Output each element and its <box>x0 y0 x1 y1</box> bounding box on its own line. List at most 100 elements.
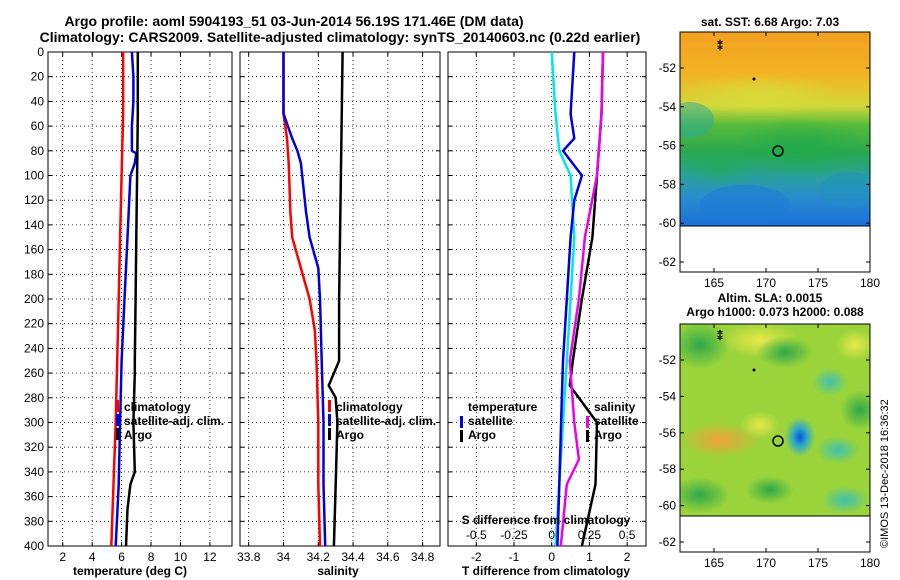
legend-label-temp-satellite: satellite <box>468 414 513 428</box>
x-tick-label: 10 <box>174 550 188 564</box>
map-y-tick-label: -54 <box>659 100 677 114</box>
map-x-tick-label: 180 <box>860 556 880 570</box>
legend-label-sal-satellite: satellite <box>594 414 639 428</box>
map-x-tick-label: 165 <box>704 556 724 570</box>
secondary-x-tick-label: 0.25 <box>578 528 602 542</box>
legend-swatch-argo <box>328 428 331 440</box>
y-tick-label: 360 <box>24 490 44 504</box>
y-tick-label: 80 <box>31 144 45 158</box>
secondary-x-tick-label: -0.5 <box>466 528 487 542</box>
y-tick-label: 20 <box>31 70 45 84</box>
legend-swatch-climatology <box>116 400 119 412</box>
x-tick-label: 0 <box>548 550 555 564</box>
y-tick-label: 400 <box>24 539 44 553</box>
difference-panel: -2 -1 0 1 2 -0.5 -0.25 0 0.25 0.5 <box>447 51 647 564</box>
x-tick-label: 8 <box>148 550 155 564</box>
y-tick-label: 340 <box>24 465 44 479</box>
x-tick-label: 6 <box>118 550 125 564</box>
x-tick-label: -2 <box>471 550 482 564</box>
difference-legend: temperature satellite Argo salinity sate… <box>460 400 639 442</box>
x-tick-label: 33.8 <box>237 550 261 564</box>
difference-x-label: T difference from climatology <box>462 564 630 578</box>
series-line-satellite-adj-clim- <box>114 51 138 547</box>
x-tick-label: 4 <box>89 550 96 564</box>
legend-label-satellite: satellite-adj. clim. <box>124 414 224 428</box>
map-y-tick-label: -56 <box>659 139 677 153</box>
temperature-panel: 0 20 40 60 80 100 120 140 160 180 200 220 240 260 280 3… <box>24 45 233 564</box>
map-y-tick-label: -52 <box>659 353 677 367</box>
sla-map-title-line-2: Argo h1000: 0.073 h2000: 0.088 <box>686 305 864 319</box>
x-tick-label: 2 <box>59 550 66 564</box>
sla-map: ⁑ <box>679 323 871 553</box>
series-line-temperature-vs-satellite <box>556 51 584 547</box>
legend-label-argo: Argo <box>336 428 364 442</box>
map-y-tick-label: -56 <box>659 426 677 440</box>
salinity-x-label: salinity <box>317 564 359 578</box>
sst-map-axes: -52 -54 -56 -58 -60 -62 165 170 175 180 <box>659 32 880 290</box>
sla-track-dot <box>752 368 756 372</box>
y-tick-label: 320 <box>24 440 44 454</box>
y-tick-label: 200 <box>24 292 44 306</box>
x-tick-label: -1 <box>509 550 520 564</box>
x-tick-label: 34.8 <box>411 550 435 564</box>
copyright-stamp: ©IMOS 13-Dec-2018 16:36:32 <box>879 399 891 548</box>
map-x-tick-label: 170 <box>756 276 776 290</box>
difference-top-axis-label: S difference from climatology <box>462 513 631 527</box>
sla-field <box>680 324 870 516</box>
series-line-climatology <box>110 52 125 547</box>
legend-title-temperature: temperature <box>468 400 538 414</box>
map-x-tick-label: 165 <box>704 276 724 290</box>
map-y-tick-label: -62 <box>659 255 677 269</box>
legend-swatch-satellite <box>328 414 331 426</box>
y-tick-label: 240 <box>24 341 44 355</box>
map-y-tick-label: -62 <box>659 535 677 549</box>
map-x-tick-label: 175 <box>808 556 828 570</box>
series-line-argo <box>124 52 140 547</box>
temperature-x-label: temperature (deg C) <box>73 564 187 578</box>
secondary-x-tick-label: -0.25 <box>500 528 528 542</box>
salinity-panel: 33.8 34 34.2 34.4 34.6 34.8 <box>237 51 441 564</box>
y-tick-label: 160 <box>24 243 44 257</box>
y-tick-label: 140 <box>24 218 44 232</box>
x-tick-label: 1 <box>586 550 593 564</box>
salinity-legend: climatology satellite-adj. clim. Argo <box>328 400 436 442</box>
sst-argo-location-marker <box>772 145 784 157</box>
sla-map-frame <box>679 323 871 553</box>
legend-label-argo: Argo <box>124 428 152 442</box>
legend-label-satellite: satellite-adj. clim. <box>336 414 436 428</box>
map-y-tick-label: -58 <box>659 177 677 191</box>
legend-label-temp-argo: Argo <box>468 428 496 442</box>
legend-swatch-temp-argo <box>460 430 463 442</box>
x-tick-label: 34.2 <box>307 550 331 564</box>
x-tick-label: 34.4 <box>341 550 365 564</box>
sla-map-axes: -52 -54 -56 -58 -60 -62 165 170 175 180 <box>659 324 880 570</box>
map-y-tick-label: -60 <box>659 499 677 513</box>
secondary-x-tick-label: 0.5 <box>619 528 636 542</box>
y-tick-label: 180 <box>24 267 44 281</box>
y-tick-label: 220 <box>24 317 44 331</box>
y-tick-label: 100 <box>24 169 44 183</box>
secondary-x-tick-label: 0 <box>548 528 555 542</box>
legend-title-salinity: salinity <box>594 400 636 414</box>
x-tick-label: 12 <box>203 550 217 564</box>
series-line-salinity-vs-satellite <box>559 51 605 547</box>
map-x-tick-label: 180 <box>860 276 880 290</box>
sst-map: ⁑ <box>679 31 871 273</box>
title-line-1: Argo profile: aoml 5904193_51 03-Jun-201… <box>64 13 523 29</box>
series-line-argo <box>327 51 344 547</box>
y-tick-label: 0 <box>37 45 44 59</box>
legend-swatch-climatology <box>328 400 331 412</box>
sst-field <box>680 32 870 226</box>
legend-swatch-argo <box>116 428 119 440</box>
y-tick-label: 300 <box>24 416 44 430</box>
y-tick-label: 280 <box>24 391 44 405</box>
temperature-legend: climatology satellite-adj. clim. Argo <box>116 400 224 442</box>
map-y-tick-label: -58 <box>659 462 677 476</box>
legend-label-climatology: climatology <box>124 400 191 414</box>
sla-track-marker-icon: ⁑ <box>717 329 723 343</box>
map-x-tick-label: 175 <box>808 276 828 290</box>
map-y-tick-label: -60 <box>659 216 677 230</box>
series-line-satellite-adj-clim- <box>282 52 327 547</box>
x-tick-label: 2 <box>624 550 631 564</box>
map-x-tick-label: 170 <box>756 556 776 570</box>
